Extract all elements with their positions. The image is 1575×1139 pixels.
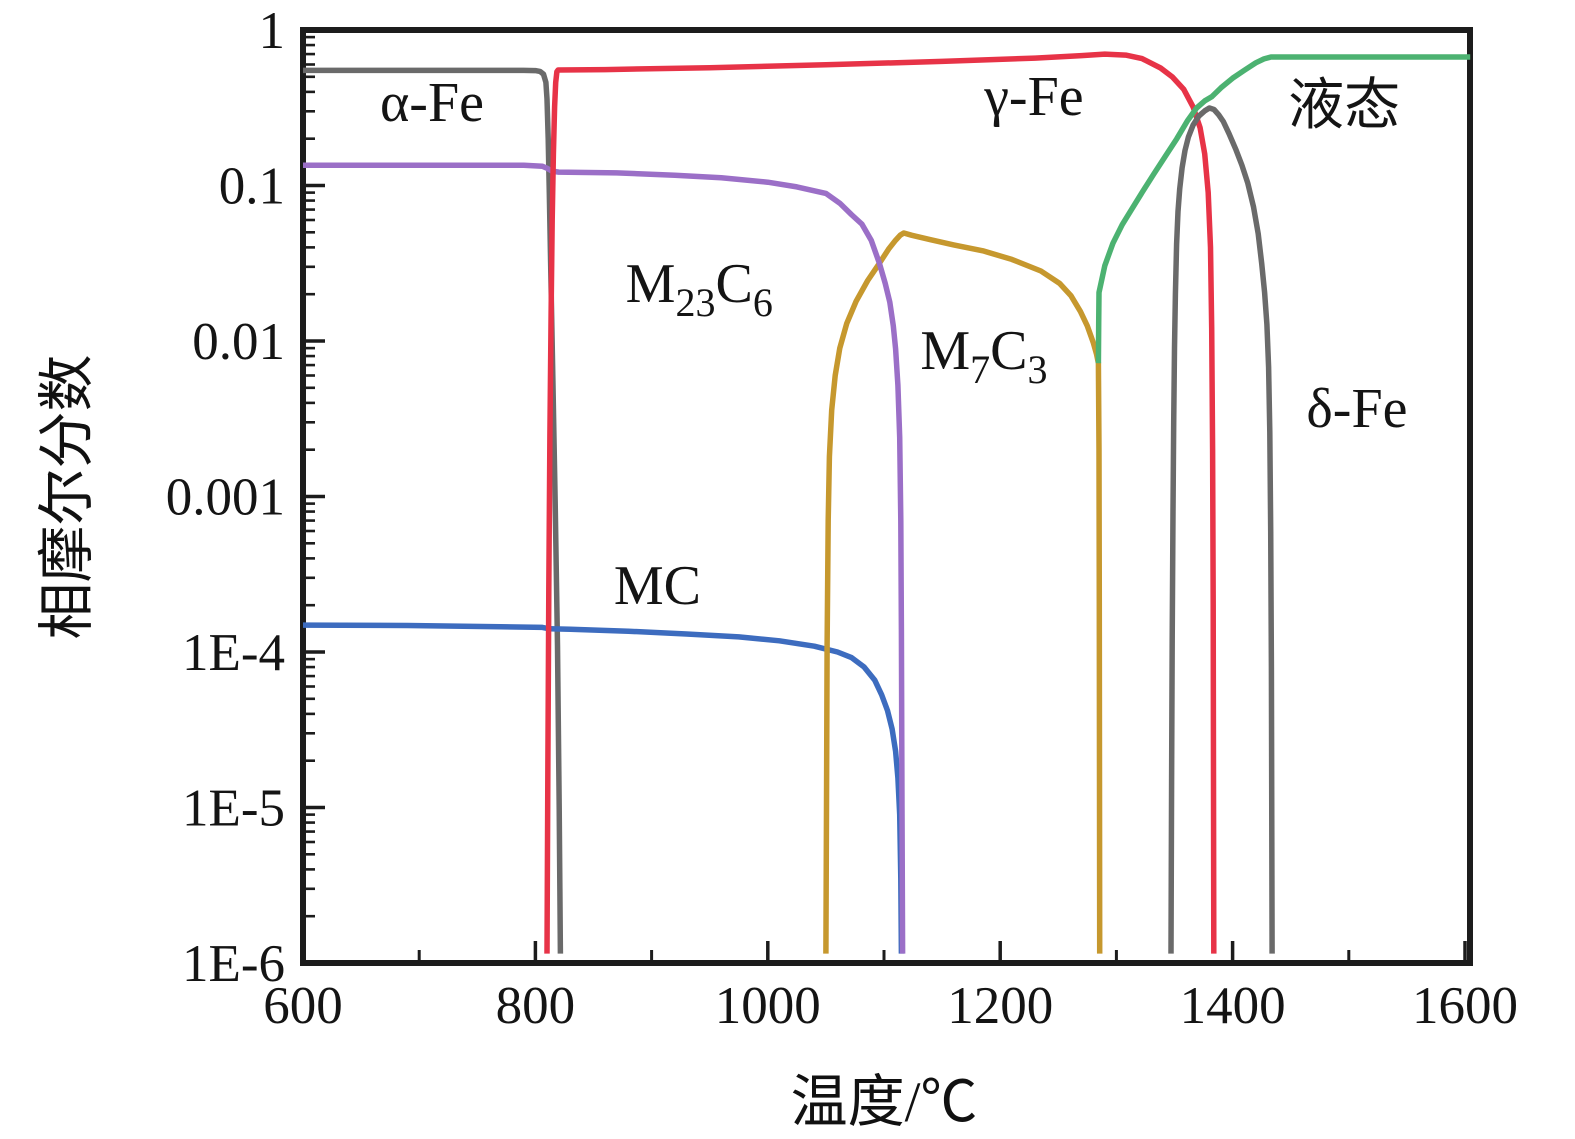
phase-label-gamma-fe: γ-Fe (983, 66, 1083, 128)
y-tick-label: 1 (259, 2, 286, 60)
curve-liquid (1095, 54, 1471, 364)
y-tick-label: 1E-4 (182, 624, 285, 682)
y-tick-label: 0.001 (166, 469, 285, 527)
phase-label-alpha-fe: α-Fe (380, 72, 484, 134)
x-tick-label: 1200 (947, 977, 1053, 1035)
x-tick-label: 1000 (715, 977, 821, 1035)
curve-mc (302, 622, 905, 954)
y-tick-label: 0.01 (192, 313, 285, 371)
curve-m7c3 (823, 230, 1103, 954)
y-tick-label: 1E-6 (182, 935, 285, 993)
x-tick-label: 1400 (1180, 977, 1286, 1035)
plot-border (300, 27, 1473, 966)
x-tick-label: 600 (263, 977, 343, 1035)
y-tick-label: 0.1 (219, 158, 285, 216)
curve-gamma-fe (544, 51, 1217, 954)
phase-label-mc: MC (614, 555, 701, 617)
y-axis-title: 相摩尔分数 (36, 354, 99, 640)
curve-m23c6 (303, 162, 906, 954)
curve-delta-fe (1168, 105, 1275, 954)
x-tick-label: 1600 (1412, 977, 1518, 1035)
x-axis-title: 温度/℃ (790, 1071, 978, 1134)
phase-label-m7c3: M7C3 (920, 320, 1047, 392)
phase-label-m23c6: M23C6 (626, 253, 773, 325)
curve-alpha-fe (303, 67, 564, 954)
phase-label-delta-fe: δ-Fe (1306, 378, 1407, 440)
y-tick-label: 1E-5 (182, 780, 285, 838)
x-tick-label: 800 (496, 977, 576, 1035)
phase-label-liquid: 液态 (1288, 75, 1400, 137)
